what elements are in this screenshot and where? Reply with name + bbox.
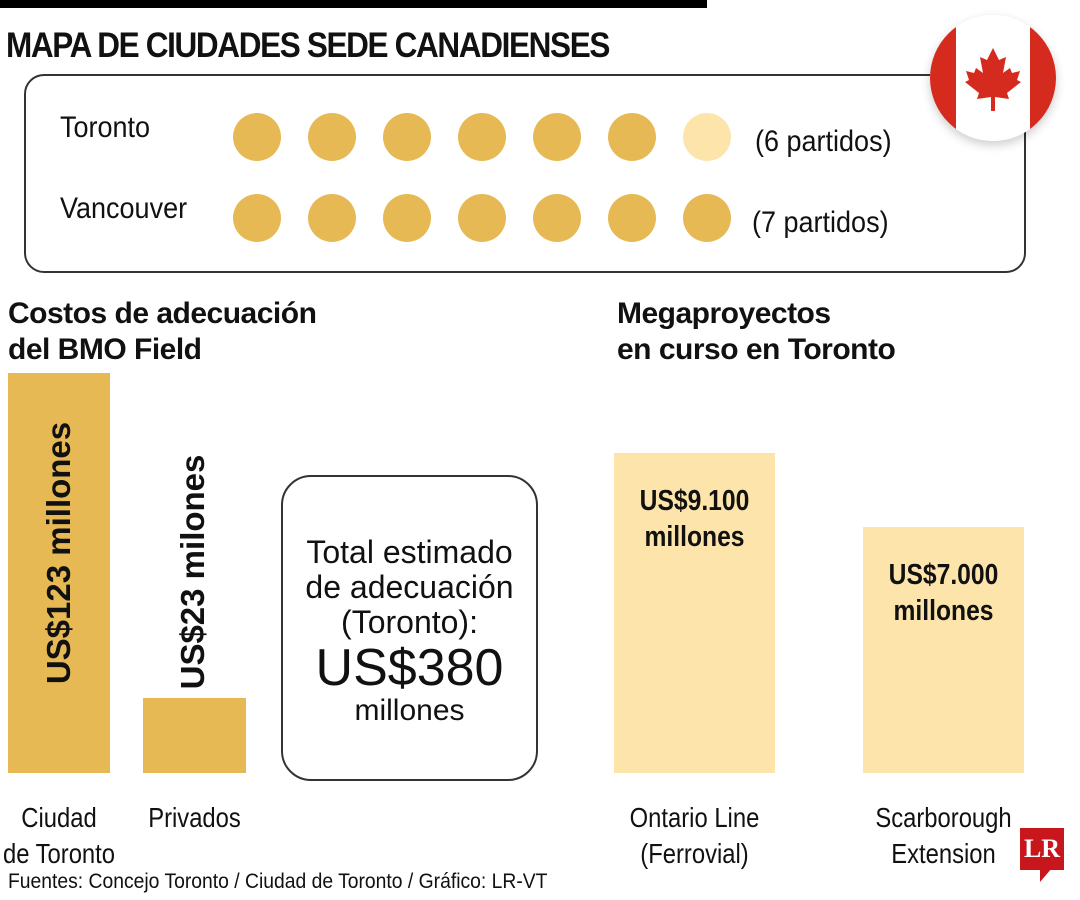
match-dot [533, 194, 581, 242]
bar-value-line: millones [644, 521, 745, 553]
chart1-title-line: del BMO Field [8, 333, 202, 366]
category-label: Scarborough Extension [858, 800, 1029, 872]
category-line: Ciudad [21, 802, 97, 833]
match-dot [308, 194, 356, 242]
source-note: Fuentes: Concejo Toronto / Ciudad de Tor… [8, 870, 548, 893]
total-amount: US$380 [315, 639, 504, 697]
bar-ciudad [8, 373, 110, 773]
category-label: Ontario Line (Ferrovial) [609, 800, 780, 872]
match-dot [458, 113, 506, 161]
category-line: Privados [148, 802, 241, 833]
total-line: de adecuación [305, 569, 514, 605]
total-line: Total estimado [306, 534, 513, 570]
match-count: (6 partidos) [755, 125, 892, 158]
lr-logo: LR [1020, 828, 1064, 870]
chart1-title-line: Costos de adecuación [8, 297, 317, 330]
city-name: Toronto [60, 111, 151, 144]
match-dot [683, 113, 731, 161]
bar-privados [143, 698, 246, 773]
total-unit: millones [354, 694, 465, 727]
total-box: Total estimado de adecuación (Toronto): … [281, 475, 538, 781]
category-line: Ontario Line [629, 802, 760, 833]
category-line: de Toronto [2, 838, 116, 869]
match-dot [383, 194, 431, 242]
lr-logo-tail [1040, 868, 1052, 882]
bar-value-line: US$7.000 [888, 558, 999, 591]
bar-value-line: US$9.100 [639, 485, 750, 517]
match-dot [608, 113, 656, 161]
city-name: Vancouver [60, 192, 188, 225]
chart1-title: Costos de adecuación del BMO Field [8, 296, 317, 368]
match-dot [683, 194, 731, 242]
category-label: Privados [125, 800, 264, 836]
category-label: Ciudad de Toronto [0, 800, 128, 872]
page-title: MAPA DE CIUDADES SEDE CANADIENSES [6, 26, 610, 65]
bar-value-label: US$9.100 millones [626, 483, 763, 555]
canada-flag-icon [930, 15, 1056, 141]
bar-value-label: US$123 millones [40, 421, 77, 685]
match-dot [308, 113, 356, 161]
match-dot [458, 194, 506, 242]
top-rule [0, 0, 707, 8]
chart2-title: Megaproyectos en curso en Toronto [617, 296, 896, 368]
category-line: Extension [891, 838, 996, 869]
match-dot [608, 194, 656, 242]
chart2-title-line: Megaproyectos [617, 297, 831, 330]
match-dot [533, 113, 581, 161]
bar-ontario [614, 453, 775, 773]
match-count: (7 partidos) [752, 206, 889, 239]
category-line: Scarborough [875, 802, 1012, 833]
total-line: (Toronto): [341, 604, 478, 640]
match-dot [233, 113, 281, 161]
match-dot [383, 113, 431, 161]
bar-value-label: US$7.000 millones [875, 557, 1012, 629]
bar-scarborough [863, 526, 1024, 773]
chart2-title-line: en curso en Toronto [617, 333, 896, 366]
match-dot [233, 194, 281, 242]
bar-value-label: US$23 milones [173, 454, 211, 690]
category-line: (Ferrovial) [640, 838, 749, 869]
cities-box [24, 74, 1026, 273]
bar-value-line: millones [893, 594, 994, 627]
